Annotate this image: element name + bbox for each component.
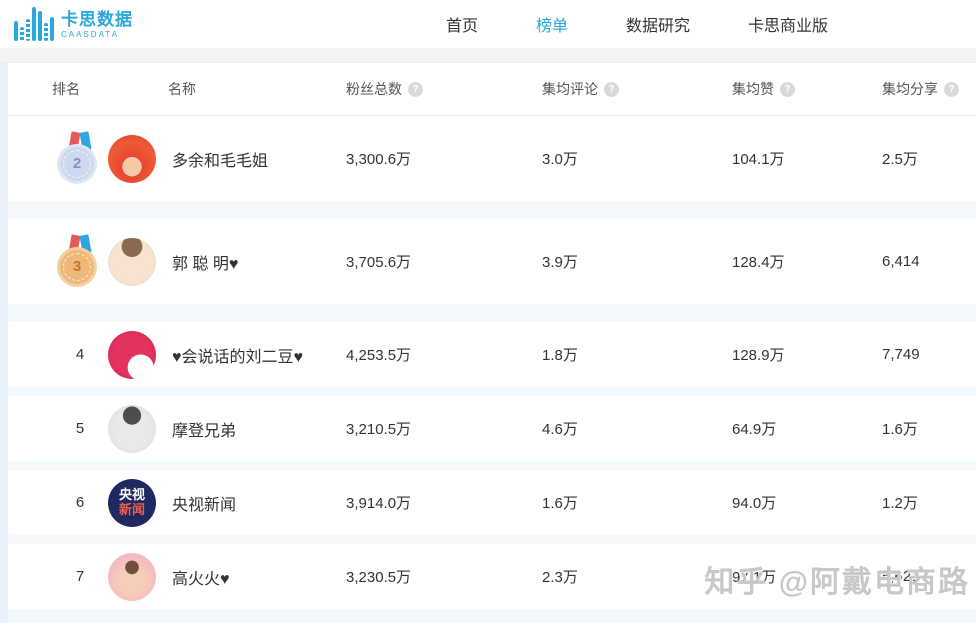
- avg-likes-value: 94.0万: [732, 495, 777, 512]
- smile-avatar[interactable]: [108, 237, 156, 286]
- avg-likes-value: 128.9万: [732, 347, 785, 364]
- nav-item-business-edition[interactable]: 卡思商业版: [747, 18, 828, 35]
- likes-header-label: 集均赞: [732, 81, 774, 97]
- help-icon[interactable]: ?: [408, 81, 423, 97]
- rank-header-label: 排名: [52, 81, 80, 97]
- avg-shares-value: 2.5万: [882, 151, 918, 168]
- left-edge-strip: [0, 63, 8, 623]
- brand-name: 卡思数据 CAASDATA: [61, 11, 133, 41]
- comments-header-label: 集均评论: [542, 81, 598, 97]
- nav-item-rankings[interactable]: 榜单: [535, 18, 568, 35]
- avg-likes-value: 104.1万: [732, 151, 785, 168]
- help-icon[interactable]: ?: [780, 81, 795, 97]
- account-name[interactable]: 高火火♥: [172, 570, 230, 588]
- name-column-header: 名称: [108, 79, 346, 99]
- avg-comments-value: 1.6万: [542, 495, 578, 512]
- avg-comments-value: 2.3万: [542, 569, 578, 586]
- shares-column-header: 集均分享?: [882, 79, 976, 99]
- avatar-text-line: 新闻: [118, 501, 145, 517]
- account-name[interactable]: 摩登兄弟: [172, 422, 237, 440]
- red-hair-avatar[interactable]: [108, 134, 156, 183]
- name-cell: 多余和毛毛姐: [108, 134, 346, 183]
- avg-likes-value: 128.4万: [732, 254, 785, 271]
- avg-comments-value: 1.8万: [542, 347, 578, 364]
- bar-chart-logo-icon: [14, 7, 54, 41]
- rank-number: 5: [75, 420, 85, 437]
- avg-shares-value: 6,414: [882, 253, 920, 270]
- brand-logo[interactable]: 卡思数据 CAASDATA: [14, 7, 133, 41]
- rank-number: 3: [60, 249, 94, 284]
- fans-total-value: 4,253.5万: [346, 347, 412, 364]
- rank-cell: 2: [52, 130, 108, 187]
- nav-item-home[interactable]: 首页: [445, 18, 478, 35]
- fans-total-value: 3,210.5万: [346, 421, 412, 438]
- cctv-avatar[interactable]: 央视 新闻: [108, 478, 156, 527]
- table-row[interactable]: 2 多余和毛毛姐 3,300.6万 3.0万 104.1万 2.5万: [8, 116, 976, 201]
- name-cell: 高火火♥: [108, 552, 346, 601]
- fans-header-label: 粉丝总数: [346, 81, 402, 97]
- avg-shares-value: 5,622: [882, 568, 920, 585]
- avg-shares-value: 1.6万: [882, 421, 918, 438]
- likes-column-header: 集均赞?: [732, 79, 882, 99]
- bronze-medal-icon: 3: [58, 233, 102, 290]
- help-icon[interactable]: ?: [944, 81, 959, 97]
- name-cell: 郭 聪 明♥: [108, 237, 346, 286]
- name-header-label: 名称: [168, 81, 196, 97]
- nav-item-data-research[interactable]: 数据研究: [625, 18, 690, 35]
- rank-number: 6: [75, 494, 85, 511]
- avg-comments-value: 3.0万: [542, 151, 578, 168]
- fans-total-value: 3,230.5万: [346, 569, 412, 586]
- name-cell: 央视 新闻 央视新闻: [108, 478, 346, 527]
- rank-cell: 6: [52, 494, 108, 511]
- rank-number: 7: [75, 568, 85, 585]
- fans-total-value: 3,705.6万: [346, 254, 412, 271]
- fans-total-value: 3,300.6万: [346, 151, 412, 168]
- avg-comments-value: 4.6万: [542, 421, 578, 438]
- avg-shares-value: 1.2万: [882, 495, 918, 512]
- rank-cell: 3: [52, 233, 108, 290]
- name-cell: 摩登兄弟: [108, 404, 346, 453]
- brand-name-cn: 卡思数据: [61, 10, 133, 29]
- ranking-table: 排名 名称 粉丝总数? 集均评论? 集均赞? 集均分享? 2 多余和毛毛姐 3,300.6…: [8, 63, 976, 623]
- comments-column-header: 集均评论?: [542, 79, 732, 99]
- table-row[interactable]: 7 高火火♥ 3,230.5万 2.3万 97.1万 5,622: [8, 544, 976, 609]
- top-nav: 卡思数据 CAASDATA 首页 榜单 数据研究 卡思商业版: [0, 0, 976, 48]
- avg-comments-value: 3.9万: [542, 254, 578, 271]
- main-nav-links: 首页 榜单 数据研究 卡思商业版: [446, 12, 828, 36]
- rank-number: 4: [75, 346, 85, 363]
- table-row[interactable]: 3 郭 聪 明♥ 3,705.6万 3.9万 128.4万 6,414: [8, 219, 976, 304]
- account-name[interactable]: ♥会说话的刘二豆♥: [172, 348, 304, 366]
- avg-shares-value: 7,749: [882, 346, 920, 363]
- silver-medal-icon: 2: [58, 130, 102, 187]
- rank-cell: 7: [52, 568, 108, 585]
- fans-total-value: 3,914.0万: [346, 495, 412, 512]
- fans-column-header: 粉丝总数?: [346, 79, 542, 99]
- table-body: 2 多余和毛毛姐 3,300.6万 3.0万 104.1万 2.5万 3 郭 聪…: [8, 116, 976, 609]
- account-name[interactable]: 郭 聪 明♥: [172, 255, 239, 273]
- account-name[interactable]: 央视新闻: [172, 496, 237, 514]
- avatar-text-line: 央视: [118, 487, 145, 503]
- rank-number: 2: [60, 146, 94, 181]
- rank-column-header: 排名: [52, 79, 108, 99]
- help-icon[interactable]: ?: [604, 81, 619, 97]
- grayscale-avatar[interactable]: [108, 404, 156, 453]
- account-name[interactable]: 多余和毛毛姐: [172, 152, 269, 170]
- table-row[interactable]: 6 央视 新闻 央视新闻 3,914.0万 1.6万 94.0万 1.2万: [8, 470, 976, 535]
- rank-cell: 4: [52, 346, 108, 363]
- table-row[interactable]: 5 摩登兄弟 3,210.5万 4.6万 64.9万 1.6万: [8, 396, 976, 461]
- table-header-row: 排名 名称 粉丝总数? 集均评论? 集均赞? 集均分享?: [8, 63, 976, 116]
- table-row[interactable]: 4 ♥会说话的刘二豆♥ 4,253.5万 1.8万 128.9万 7,749: [8, 322, 976, 387]
- brand-name-en: CAASDATA: [61, 30, 119, 39]
- avg-likes-value: 97.1万: [732, 569, 777, 586]
- shares-header-label: 集均分享: [882, 81, 938, 97]
- pink-avatar[interactable]: [108, 552, 156, 601]
- rank-cell: 5: [52, 420, 108, 437]
- avg-likes-value: 64.9万: [732, 421, 777, 438]
- name-cell: ♥会说话的刘二豆♥: [108, 330, 346, 379]
- header-divider-strip: [0, 48, 976, 63]
- cat-avatar[interactable]: [108, 330, 156, 379]
